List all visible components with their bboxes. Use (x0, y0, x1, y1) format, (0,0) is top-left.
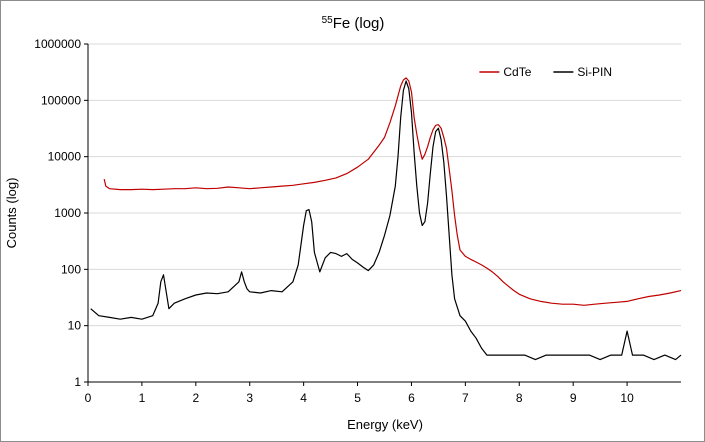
y-tick-label: 1000000 (34, 37, 81, 51)
x-tick-label: 6 (408, 391, 415, 405)
gridlines (88, 43, 681, 327)
legend: CdTe Si-PIN (479, 65, 612, 79)
x-tick-label: 8 (516, 391, 523, 405)
x-tick-label: 7 (462, 391, 469, 405)
chart-title-main: Fe (log) (333, 15, 385, 32)
x-tick-label: 1 (139, 391, 146, 405)
y-axis-title: Counts (log) (4, 178, 19, 249)
x-tick-label: 0 (85, 391, 92, 405)
y-tick-label: 1000 (54, 206, 81, 220)
series-layer (90, 77, 682, 361)
x-tick-label: 9 (570, 391, 577, 405)
y-tick-label: 1 (74, 375, 81, 389)
x-tick-label: 10 (620, 391, 634, 405)
x-tick-label: 2 (192, 391, 199, 405)
y-tick-label: 100 (61, 262, 81, 276)
series-line-cdte (103, 77, 682, 306)
y-tick-label: 100000 (41, 93, 81, 107)
y-tick-label: 10000 (48, 150, 82, 164)
x-tick-label: 3 (246, 391, 253, 405)
x-axis-title: Energy (keV) (347, 417, 423, 432)
chart-title-superscript: 55 (322, 15, 334, 26)
series-line-si-pin (90, 80, 682, 361)
x-tick-label: 5 (354, 391, 361, 405)
chart-title: 55Fe (log) (322, 15, 385, 32)
axes (84, 43, 681, 386)
x-tick-label: 4 (300, 391, 307, 405)
y-tick-label: 10 (68, 319, 82, 333)
legend-label-si-pin: Si-PIN (577, 65, 612, 79)
legend-label-cdte: CdTe (503, 65, 531, 79)
